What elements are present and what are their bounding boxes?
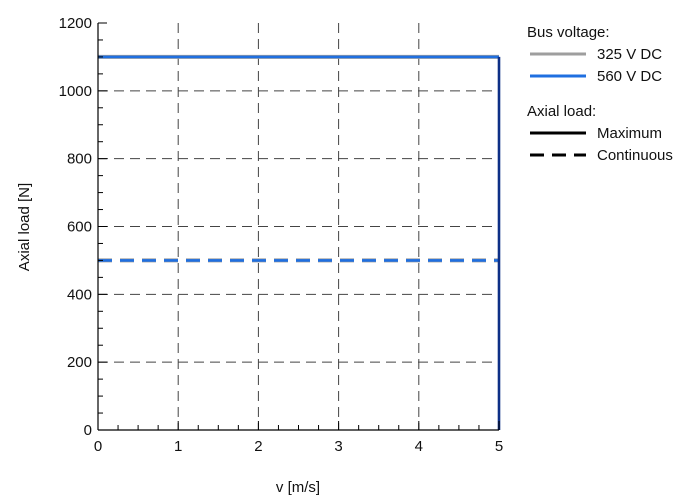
y-tick-label: 600: [67, 219, 92, 236]
legend-label-560v: 560 V DC: [597, 68, 662, 85]
legend: Bus voltage: 325 V DC 560 V DC Axial loa…: [527, 24, 673, 164]
y-tick-label: 400: [67, 286, 92, 303]
y-tick-label: 1200: [59, 15, 92, 32]
legend-load-title: Axial load:: [527, 103, 596, 120]
y-tick-label: 0: [84, 422, 92, 439]
y-axis-title: Axial load [N]: [16, 183, 33, 271]
y-tick-label: 800: [67, 151, 92, 168]
legend-label-maximum: Maximum: [597, 125, 662, 142]
legend-label-continuous: Continuous: [597, 147, 673, 164]
x-tick-label: 2: [254, 438, 262, 455]
x-tick-label: 0: [94, 438, 102, 455]
legend-voltage-title: Bus voltage:: [527, 24, 610, 41]
y-tick-label: 1000: [59, 83, 92, 100]
series-lines: [98, 54, 501, 430]
grid: [98, 23, 499, 430]
tick-labels: 0 1 2 3 4 5 0 200 400 600 800 1000 1200: [59, 15, 504, 455]
x-axis-title: v [m/s]: [276, 479, 320, 496]
legend-label-325v: 325 V DC: [597, 46, 662, 63]
axes: [97, 22, 500, 431]
y-tick-label: 200: [67, 354, 92, 371]
x-tick-label: 5: [495, 438, 503, 455]
x-tick-label: 3: [334, 438, 342, 455]
x-tick-label: 4: [415, 438, 423, 455]
x-tick-label: 1: [174, 438, 182, 455]
